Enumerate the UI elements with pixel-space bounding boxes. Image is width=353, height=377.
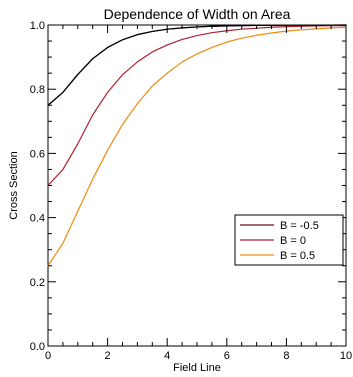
series-line-1	[47, 25, 347, 187]
y-tick-label: 0.0	[30, 341, 45, 353]
y-tick-label: 0.6	[30, 148, 45, 160]
y-tick-label: 0.8	[30, 84, 45, 96]
axis-tick-labels: 0 2 4 6 8 10 0.0 0.2 0.4 0.6 0.8 1.0	[30, 20, 352, 362]
x-tick-label: 8	[283, 350, 289, 362]
legend-label: B = 0	[280, 235, 306, 247]
x-tick-label: 10	[340, 350, 352, 362]
x-axis-label: Field Line	[173, 362, 221, 374]
series-line-2	[47, 26, 347, 267]
chart-title: Dependence of Width on Area	[104, 6, 291, 22]
y-tick-label: 0.4	[30, 213, 45, 225]
legend-label: B = 0.5	[280, 250, 315, 262]
x-tick-label: 6	[224, 350, 230, 362]
y-axis-label: Cross Section	[8, 151, 20, 219]
x-tick-label: 4	[164, 350, 170, 362]
y-tick-label: 0.2	[30, 277, 45, 289]
legend: B = -0.5 B = 0 B = 0.5	[234, 214, 344, 266]
axis-ticks	[47, 24, 347, 347]
x-tick-label: 0	[45, 350, 51, 362]
legend-label: B = -0.5	[280, 220, 319, 232]
y-tick-label: 1.0	[30, 20, 45, 32]
x-tick-label: 2	[105, 350, 111, 362]
